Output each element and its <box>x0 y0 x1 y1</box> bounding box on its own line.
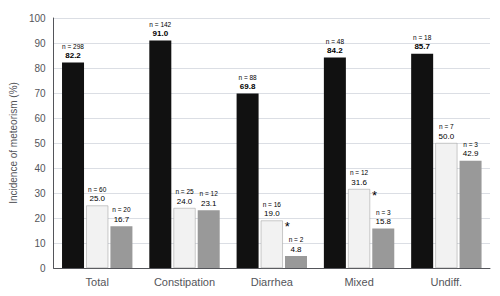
svg-text:n = 12: n = 12 <box>350 169 369 176</box>
svg-text:n = 12: n = 12 <box>200 190 219 197</box>
svg-text:25.0: 25.0 <box>89 194 105 203</box>
svg-text:n = 2: n = 2 <box>289 236 304 243</box>
svg-text:n = 25: n = 25 <box>175 188 194 195</box>
svg-text:Total: Total <box>86 276 109 288</box>
svg-text:n = 60: n = 60 <box>88 186 107 193</box>
svg-text:31.6: 31.6 <box>351 178 367 187</box>
svg-text:90: 90 <box>34 38 46 49</box>
svg-text:10: 10 <box>34 238 46 249</box>
svg-text:30: 30 <box>34 188 46 199</box>
svg-text:Incidence of meteorism (%): Incidence of meteorism (%) <box>8 82 19 204</box>
svg-text:85.7: 85.7 <box>414 42 430 51</box>
svg-text:n = 20: n = 20 <box>112 206 131 213</box>
svg-text:50: 50 <box>34 138 46 149</box>
svg-text:Undiff.: Undiff. <box>431 276 463 288</box>
svg-text:42.9: 42.9 <box>463 149 479 158</box>
svg-text:Constipation: Constipation <box>154 276 215 288</box>
svg-text:19.0: 19.0 <box>264 209 280 218</box>
svg-text:*: * <box>285 219 290 234</box>
svg-text:82.2: 82.2 <box>65 51 81 60</box>
svg-text:Mixed: Mixed <box>344 276 373 288</box>
svg-text:40: 40 <box>34 163 46 174</box>
svg-text:*: * <box>372 188 377 203</box>
svg-text:100: 100 <box>29 13 46 24</box>
svg-text:80: 80 <box>34 63 46 74</box>
svg-text:24.0: 24.0 <box>177 197 193 206</box>
svg-text:4.8: 4.8 <box>290 245 302 254</box>
svg-text:15.8: 15.8 <box>375 217 391 226</box>
svg-text:70: 70 <box>34 88 46 99</box>
svg-text:84.2: 84.2 <box>327 46 343 55</box>
svg-text:69.8: 69.8 <box>240 82 256 91</box>
svg-text:91.0: 91.0 <box>153 29 169 38</box>
svg-text:Diarrhea: Diarrhea <box>251 276 294 288</box>
svg-text:n = 7: n = 7 <box>439 123 454 130</box>
svg-text:n = 3: n = 3 <box>376 209 391 216</box>
svg-text:23.1: 23.1 <box>201 199 217 208</box>
svg-text:n = 298: n = 298 <box>62 43 84 50</box>
svg-text:0: 0 <box>40 263 46 274</box>
svg-text:n = 18: n = 18 <box>413 34 432 41</box>
svg-text:n = 142: n = 142 <box>149 21 171 28</box>
svg-text:20: 20 <box>34 213 46 224</box>
svg-text:60: 60 <box>34 113 46 124</box>
svg-text:50.0: 50.0 <box>439 132 455 141</box>
svg-text:16.7: 16.7 <box>114 215 130 224</box>
svg-text:n = 3: n = 3 <box>463 141 478 148</box>
svg-text:n = 88: n = 88 <box>238 74 257 81</box>
svg-text:n = 16: n = 16 <box>263 201 282 208</box>
svg-text:n = 48: n = 48 <box>326 38 345 45</box>
